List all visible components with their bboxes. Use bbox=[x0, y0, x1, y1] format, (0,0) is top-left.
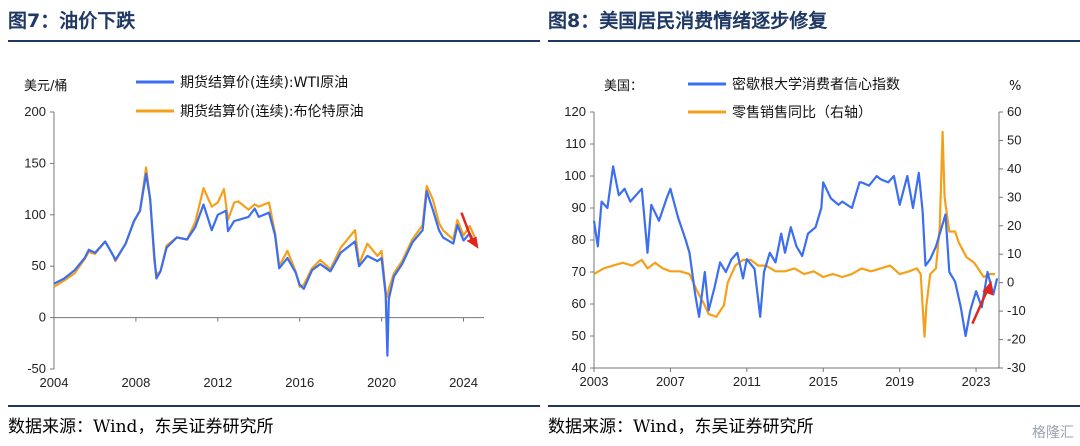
figure-title: 图7：油价下跌 bbox=[8, 10, 136, 32]
y-tick-label: 90 bbox=[572, 200, 586, 215]
x-tick-label: 2007 bbox=[656, 374, 685, 389]
y2-tick-label: 60 bbox=[1007, 104, 1021, 119]
y-tick-label: 120 bbox=[564, 104, 586, 119]
y-tick-label: 100 bbox=[564, 168, 586, 183]
y-axis-unit: 美元/桶 bbox=[24, 79, 67, 94]
title-divider bbox=[8, 40, 540, 42]
series-line bbox=[592, 165, 999, 338]
x-tick-label: 2008 bbox=[121, 375, 150, 390]
up-arrow-shaft bbox=[971, 287, 990, 325]
x-tick-label: 2016 bbox=[285, 375, 314, 390]
legend-label: 零售销售同比（右轴） bbox=[732, 105, 872, 121]
series-line bbox=[53, 166, 477, 299]
y2-axis-unit: % bbox=[1009, 79, 1021, 94]
y-tick-label: 60 bbox=[572, 296, 586, 311]
x-tick-label: 2012 bbox=[203, 375, 232, 390]
y2-tick-label: 40 bbox=[1007, 161, 1021, 176]
y2-tick-label: -30 bbox=[1007, 360, 1026, 375]
y-tick-label: 100 bbox=[24, 207, 46, 222]
x-tick-label: 2003 bbox=[580, 374, 609, 389]
x-tick-label: 2024 bbox=[449, 375, 478, 390]
x-tick-label: 2015 bbox=[809, 374, 838, 389]
y-tick-label: 50 bbox=[572, 328, 586, 343]
y2-tick-label: 50 bbox=[1007, 132, 1021, 147]
legend-label: 密歇根大学消费者信心指数 bbox=[732, 76, 900, 93]
source-note: 数据来源：Wind，东吴证券研究所 bbox=[8, 417, 274, 437]
y-tick-label: 150 bbox=[24, 155, 46, 170]
legend-label: 期货结算价(连续):WTI原油 bbox=[180, 74, 348, 91]
x-tick-label: 2004 bbox=[40, 375, 69, 390]
y-tick-label: 70 bbox=[572, 264, 586, 279]
y-tick-label: 80 bbox=[572, 232, 586, 247]
chart-panel-oil: 图7：油价下跌 -50 0 50 100 150 200 2004 2008 2012 2016 2… bbox=[8, 0, 540, 446]
y2-tick-label: -10 bbox=[1007, 303, 1026, 318]
source-divider bbox=[548, 405, 1080, 407]
x-tick-label: 2023 bbox=[962, 374, 991, 389]
up-arrow-head bbox=[982, 280, 994, 296]
watermark-logo: 格隆汇 bbox=[1032, 425, 1074, 441]
x-tick-label: 2019 bbox=[885, 374, 914, 389]
legend-label: 期货结算价(连续):布伦特原油 bbox=[180, 103, 364, 120]
y-tick-label: 200 bbox=[24, 104, 46, 119]
y-tick-label: 110 bbox=[565, 136, 586, 151]
x-tick-label: 2011 bbox=[733, 374, 761, 389]
y2-tick-label: 30 bbox=[1007, 189, 1021, 204]
y-tick-label: -50 bbox=[27, 361, 46, 376]
figure-title: 图8：美国居民消费情绪逐步修复 bbox=[548, 10, 828, 32]
oil-price-chart: -50 0 50 100 150 200 2004 2008 2012 2016 2020 2024 美… bbox=[24, 74, 484, 390]
x-tick-label: 2020 bbox=[367, 375, 396, 390]
chart-panel-sentiment: 图8：美国居民消费情绪逐步修复 40 50 60 70 80 90 100 110 120 -30… bbox=[548, 0, 1080, 446]
title-divider bbox=[548, 40, 1080, 42]
y-tick-label: 0 bbox=[39, 310, 46, 325]
source-divider bbox=[8, 405, 540, 407]
y2-tick-label: -20 bbox=[1007, 332, 1026, 347]
source-note: 数据来源：Wind，东吴证券研究所 bbox=[548, 417, 814, 437]
down-arrow-shaft bbox=[460, 212, 474, 243]
y2-tick-label: 0 bbox=[1007, 275, 1014, 290]
y2-tick-label: 10 bbox=[1007, 246, 1021, 261]
chart-subtitle: 美国： bbox=[604, 79, 643, 94]
down-arrow-head bbox=[466, 236, 479, 249]
series-line bbox=[593, 130, 996, 338]
series-line bbox=[53, 172, 477, 357]
y2-tick-label: 20 bbox=[1007, 218, 1021, 233]
y-tick-label: 40 bbox=[572, 360, 586, 375]
consumer-sentiment-chart: 40 50 60 70 80 90 100 110 120 -30 -20 -10 0 10 20 30 40 5… bbox=[564, 76, 1026, 389]
y-tick-label: 50 bbox=[32, 258, 46, 273]
